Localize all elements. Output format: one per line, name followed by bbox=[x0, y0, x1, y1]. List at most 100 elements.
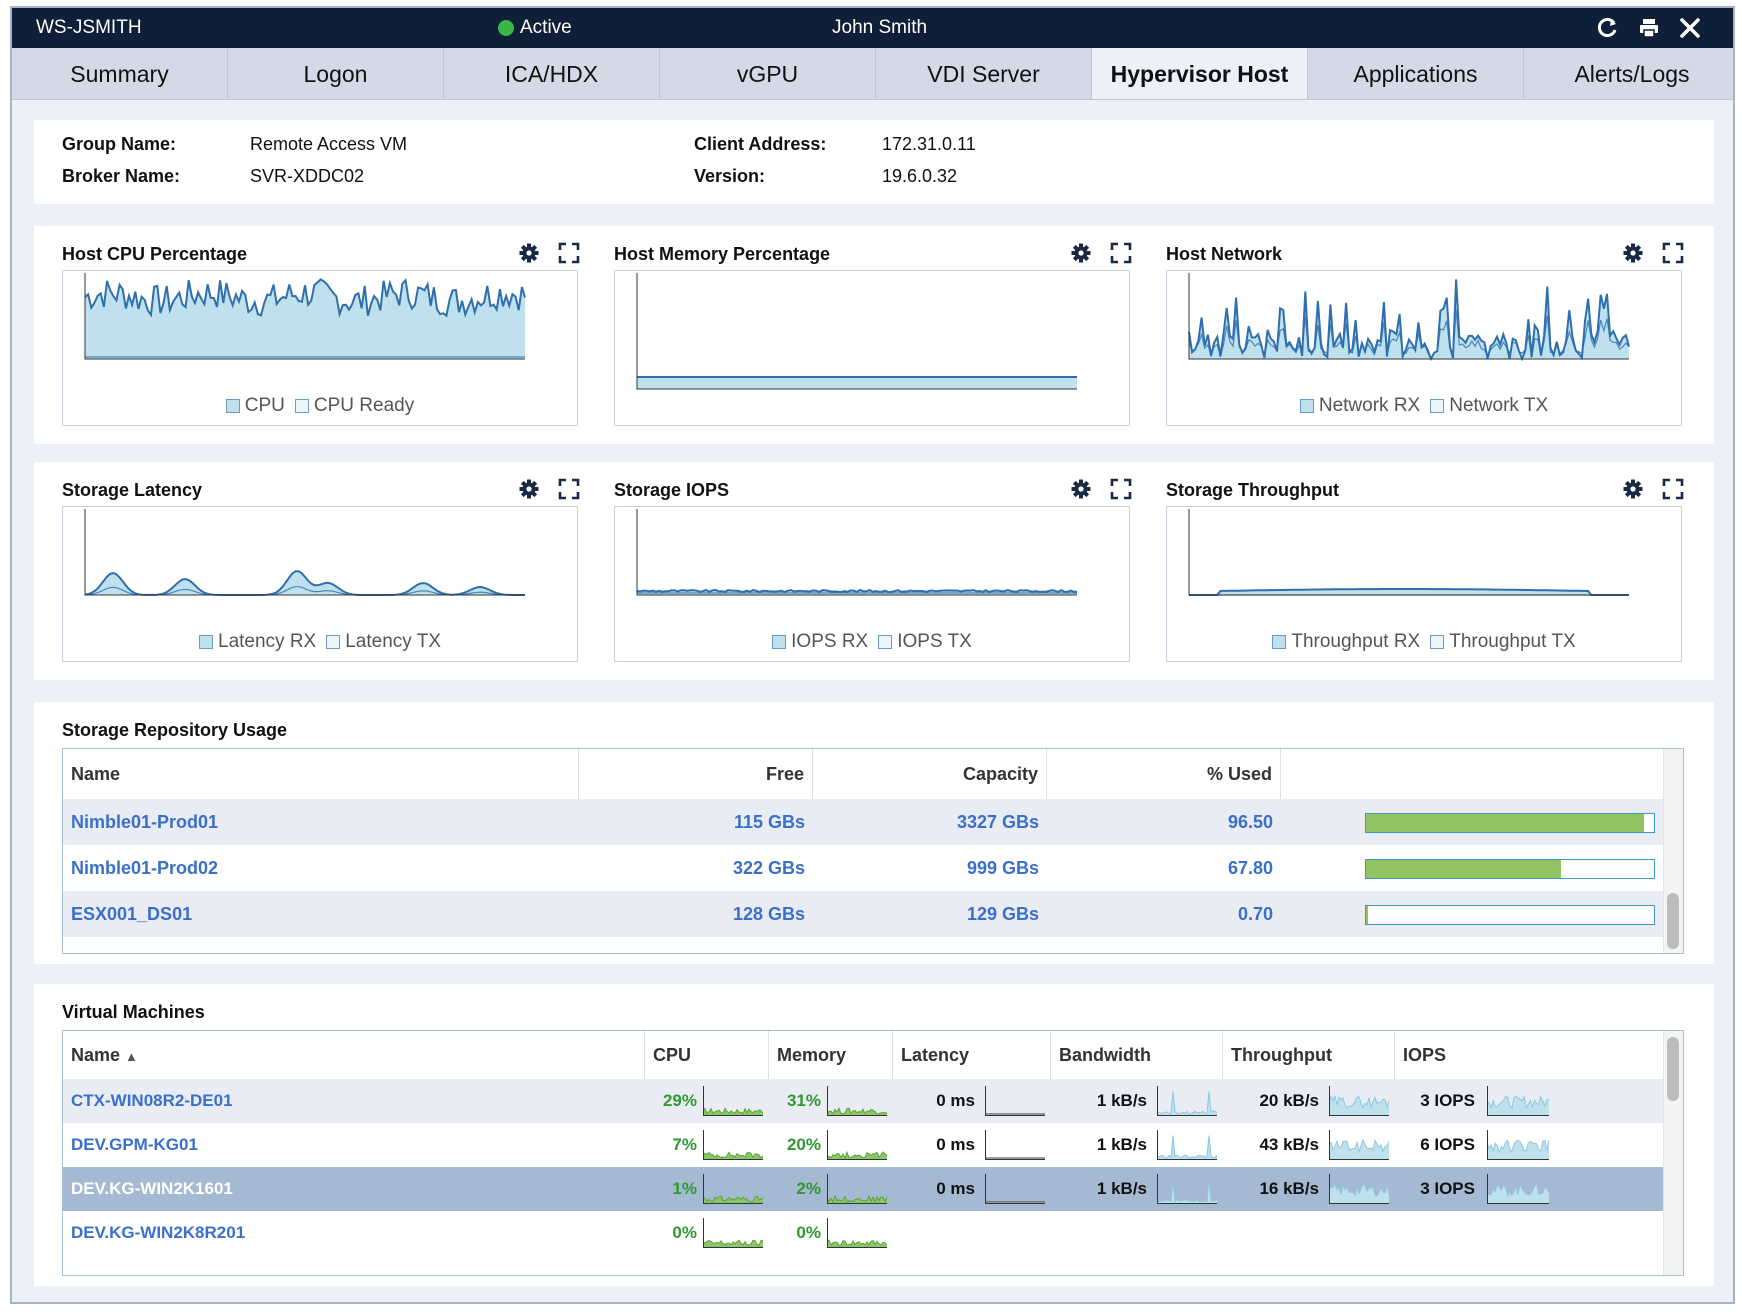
storage-name-cell[interactable]: ESX001_DS01 bbox=[71, 903, 193, 924]
storage-scrollbar-thumb[interactable] bbox=[1667, 893, 1679, 949]
vm-row[interactable]: DEV.KG-WIN2K8R201 0% 0% bbox=[63, 1211, 1667, 1255]
storage-iops-chart: Storage IOPS IOPS RX IOPS TX bbox=[614, 462, 1132, 680]
table-row[interactable]: ESX001_DS01 128 GBs 129 GBs 0.70 bbox=[63, 891, 1667, 937]
legend-swatch bbox=[1272, 635, 1287, 649]
col-vm-memory[interactable]: Memory bbox=[769, 1031, 893, 1079]
vm-row[interactable]: CTX-WIN08R2-DE01 29% 31% 0 ms 1 kB/s 20 kB/s 3… bbox=[63, 1079, 1667, 1123]
storage-free-cell: 115 GBs bbox=[733, 811, 805, 832]
status-indicator: Active bbox=[498, 8, 572, 48]
latency-chart-title: Storage Latency bbox=[62, 480, 203, 500]
refresh-icon[interactable] bbox=[1595, 15, 1621, 41]
cpu-sparkline bbox=[702, 1130, 764, 1165]
iops-axes bbox=[636, 509, 1077, 596]
tab-ica-hdx[interactable]: ICA/HDX bbox=[444, 48, 660, 99]
tab-hypervisor-host[interactable]: Hypervisor Host bbox=[1092, 48, 1308, 99]
col-vm-name-label: Name bbox=[71, 1045, 121, 1065]
legend-item[interactable]: Latency TX bbox=[326, 631, 441, 653]
vm-row[interactable]: DEV.KG-WIN2K1601 1% 2% 0 ms 1 kB/s 16 kB/s 3 I… bbox=[63, 1167, 1667, 1211]
version-label: Version: bbox=[694, 166, 766, 186]
storage-used-cell: 0.70 bbox=[1237, 903, 1273, 924]
col-free[interactable]: Free bbox=[579, 749, 813, 799]
expand-icon[interactable] bbox=[1662, 242, 1684, 264]
tab-summary[interactable]: Summary bbox=[12, 48, 228, 99]
tab-vgpu[interactable]: vGPU bbox=[660, 48, 876, 99]
vm-name-cell[interactable]: CTX-WIN08R2-DE01 bbox=[71, 1091, 233, 1110]
expand-icon[interactable] bbox=[558, 242, 580, 264]
col-used[interactable]: % Used bbox=[1047, 749, 1281, 799]
legend-item[interactable]: Throughput TX bbox=[1430, 631, 1576, 653]
host-network-chart: Host Network Network RX Network TX bbox=[1166, 226, 1684, 444]
legend-item[interactable]: IOPS RX bbox=[772, 631, 868, 653]
legend-label: CPU bbox=[244, 395, 285, 416]
title-bar: WS-JSMITH Active John Smith bbox=[12, 8, 1733, 48]
host-memory-chart: Host Memory Percentage bbox=[614, 226, 1132, 444]
gear-icon[interactable] bbox=[1622, 478, 1644, 500]
tab-vdi-server[interactable]: VDI Server bbox=[876, 48, 1092, 99]
storage-charts-row: Storage Latency Latency RX Latency TX Stor… bbox=[34, 462, 1714, 680]
table-row[interactable]: Nimble01-Prod02 322 GBs 999 GBs 67.80 bbox=[63, 845, 1667, 891]
legend-item[interactable]: Network TX bbox=[1430, 395, 1548, 417]
gear-icon[interactable] bbox=[518, 242, 540, 264]
usage-bar bbox=[1365, 905, 1655, 925]
gear-icon[interactable] bbox=[518, 478, 540, 500]
col-vm-latency[interactable]: Latency bbox=[893, 1031, 1051, 1079]
usage-bar-fill bbox=[1366, 860, 1562, 878]
user-name: John Smith bbox=[832, 17, 928, 38]
vm-name-cell[interactable]: DEV.KG-WIN2K8R201 bbox=[71, 1223, 246, 1242]
storage-name-cell[interactable]: Nimble01-Prod02 bbox=[71, 857, 219, 878]
storage-repository-panel: Storage Repository Usage Name Free Capac… bbox=[34, 702, 1714, 964]
vm-scrollbar-thumb[interactable] bbox=[1667, 1037, 1679, 1101]
tab-alerts-logs[interactable]: Alerts/Logs bbox=[1574, 61, 1690, 87]
usage-bar bbox=[1365, 813, 1655, 833]
tab-logon[interactable]: Logon bbox=[228, 48, 444, 99]
vm-name-cell[interactable]: DEV.GPM-KG01 bbox=[71, 1135, 198, 1154]
gear-icon[interactable] bbox=[1070, 242, 1092, 264]
legend-item[interactable]: CPU Ready bbox=[294, 395, 414, 417]
col-vm-bandwidth[interactable]: Bandwidth bbox=[1051, 1031, 1223, 1079]
close-icon[interactable] bbox=[1677, 15, 1703, 41]
latency-chart-plot: Latency RX Latency TX bbox=[62, 506, 578, 662]
storage-name-cell[interactable]: Nimble01-Prod01 bbox=[71, 811, 219, 832]
latency-legend: Latency RX Latency TX bbox=[63, 631, 577, 655]
vm-throughput-cell: 43 kB/s bbox=[1259, 1135, 1319, 1154]
vm-row[interactable]: DEV.GPM-KG01 7% 20% 0 ms 1 kB/s 43 kB/s 6 IOPS bbox=[63, 1123, 1667, 1167]
col-vm-iops[interactable]: IOPS bbox=[1403, 1045, 1447, 1065]
memory-axes bbox=[636, 273, 1077, 390]
col-vm-name[interactable]: Name ▲ bbox=[63, 1031, 645, 1079]
cpu-series-1-line bbox=[84, 278, 526, 319]
vm-throughput-cell: 20 kB/s bbox=[1259, 1091, 1319, 1110]
legend-item[interactable]: Network RX bbox=[1299, 395, 1420, 417]
print-icon[interactable] bbox=[1636, 15, 1662, 41]
client-address-value: 172.31.0.11 bbox=[882, 134, 976, 154]
legend-item[interactable]: IOPS TX bbox=[878, 631, 972, 653]
legend-item[interactable]: Throughput RX bbox=[1272, 631, 1420, 653]
col-vm-throughput[interactable]: Throughput bbox=[1223, 1031, 1395, 1079]
vm-scrollbar[interactable] bbox=[1663, 1031, 1683, 1275]
col-capacity[interactable]: Capacity bbox=[813, 749, 1047, 799]
bandwidth-sparkline bbox=[1156, 1086, 1218, 1121]
vm-cpu-cell: 7% bbox=[672, 1135, 697, 1154]
bandwidth-sparkline bbox=[1156, 1130, 1218, 1165]
legend-item[interactable]: Latency RX bbox=[199, 631, 316, 653]
expand-icon[interactable] bbox=[558, 478, 580, 500]
vm-name-cell[interactable]: DEV.KG-WIN2K1601 bbox=[71, 1179, 233, 1198]
legend-item[interactable]: CPU bbox=[225, 395, 285, 417]
throughput-sparkline bbox=[1328, 1174, 1390, 1209]
storage-scrollbar[interactable] bbox=[1663, 749, 1683, 953]
gear-icon[interactable] bbox=[1622, 242, 1644, 264]
expand-icon[interactable] bbox=[1662, 478, 1684, 500]
vm-latency-cell: 0 ms bbox=[936, 1091, 975, 1110]
storage-free-cell: 322 GBs bbox=[732, 857, 805, 878]
latency-sparkline bbox=[985, 1174, 1045, 1209]
expand-icon[interactable] bbox=[1110, 242, 1132, 264]
cpu-sparkline bbox=[702, 1174, 764, 1209]
tab-applications[interactable]: Applications bbox=[1308, 48, 1524, 99]
expand-icon[interactable] bbox=[1110, 478, 1132, 500]
gear-icon[interactable] bbox=[1070, 478, 1092, 500]
legend-swatch bbox=[1299, 399, 1314, 413]
col-name[interactable]: Name bbox=[63, 749, 579, 799]
legend-swatch bbox=[326, 635, 341, 649]
col-vm-cpu[interactable]: CPU bbox=[645, 1031, 769, 1079]
legend-label: Network TX bbox=[1449, 395, 1549, 416]
table-row[interactable]: Nimble01-Prod01 115 GBs 3327 GBs 96.50 bbox=[63, 799, 1667, 845]
